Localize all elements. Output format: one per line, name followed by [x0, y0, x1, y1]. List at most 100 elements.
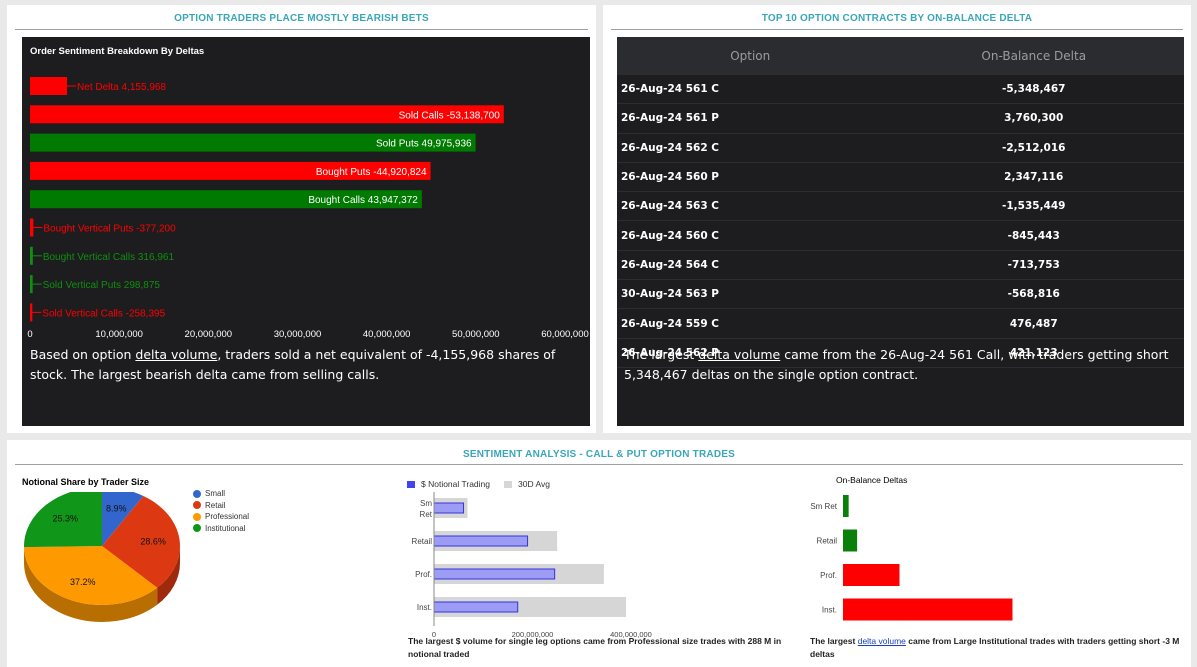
legend-item[interactable]: Professional — [193, 512, 249, 521]
bar-label: Bought Puts -44,920,824 — [316, 167, 427, 178]
option-cell: 26-Aug-24 564 C — [617, 250, 884, 281]
legend-item[interactable]: 30D Avg — [504, 479, 550, 489]
option-cell: 26-Aug-24 563 C — [617, 191, 884, 222]
notional-bar[interactable] — [433, 502, 465, 514]
notional-bar[interactable] — [433, 601, 519, 613]
delta-volume-link[interactable]: delta volume — [135, 347, 218, 362]
delta-volume-link[interactable]: delta volume — [857, 636, 906, 646]
category-label: Ret — [420, 510, 433, 519]
delta-bar[interactable] — [30, 303, 33, 322]
bar-label: Sold Puts 49,975,936 — [376, 139, 472, 150]
legend-swatch — [193, 501, 201, 510]
x-tick-label: 10,000,000 — [95, 329, 143, 340]
delta-bar[interactable] — [30, 161, 431, 180]
pie-slice-label: 28.6% — [140, 537, 166, 547]
bar-label: Sold Vertical Calls -258,395 — [42, 308, 165, 319]
pie-slice[interactable] — [102, 492, 144, 546]
legend-item[interactable]: $ Notional Trading — [407, 479, 490, 489]
summary-text: Based on option delta volume, traders so… — [30, 347, 556, 382]
category-label: Prof. — [415, 570, 432, 579]
table-row[interactable]: 26-Aug-24 562 P 421,123 — [617, 338, 1184, 368]
bar-label: Sold Calls -53,138,700 — [399, 110, 501, 121]
title-divider — [611, 29, 1183, 30]
table-row[interactable]: 26-Aug-24 560 C -845,443 — [617, 220, 1184, 251]
option-cell: 30-Aug-24 563 P — [617, 279, 884, 310]
delta-bar[interactable] — [843, 564, 900, 586]
legend-label: Retail — [205, 500, 226, 510]
notional-legend: $ Notional Trading 30D Avg — [407, 474, 564, 492]
delta-cell: 476,487 — [883, 308, 1184, 339]
pie-slice[interactable] — [24, 546, 158, 605]
legend-item[interactable]: Retail — [193, 501, 249, 510]
pie-slice-label: 37.2% — [70, 577, 96, 587]
delta-volume-link[interactable]: delta volume — [698, 347, 781, 362]
x-tick-label: 0 — [27, 329, 32, 340]
bar-label: Bought Vertical Calls 316,961 — [43, 252, 175, 263]
table-row[interactable]: 26-Aug-24 561 P 3,760,300 — [617, 103, 1184, 134]
table-row[interactable]: 26-Aug-24 559 C 476,487 — [617, 308, 1184, 339]
title-divider — [15, 29, 588, 30]
delta-cell: 2,347,116 — [883, 162, 1184, 193]
table-row[interactable]: 26-Aug-24 560 P 2,347,116 — [617, 162, 1184, 193]
table-row[interactable]: 30-Aug-24 563 P -568,816 — [617, 279, 1184, 310]
on-balance-delta-chart: Sm Ret Retail Prof. Inst. — [810, 495, 1013, 621]
category-label: Retail — [817, 537, 838, 546]
delta-cell: -5,348,467 — [883, 75, 1184, 105]
option-cell: 26-Aug-24 560 C — [617, 220, 884, 251]
option-cell: 26-Aug-24 561 C — [617, 75, 884, 105]
summary-text: The largest delta volume came from the 2… — [624, 347, 1169, 382]
delta-breakdown-panel: OPTION TRADERS PLACE MOSTLY BEARISH BETS… — [7, 5, 596, 433]
option-cell: 26-Aug-24 559 C — [617, 308, 884, 339]
chart-area: Order Sentiment Breakdown By Deltas Net … — [22, 37, 590, 426]
table-row[interactable]: 26-Aug-24 562 C -2,512,016 — [617, 133, 1184, 163]
category-label: Inst. — [822, 606, 837, 615]
delta-cell: -713,753 — [883, 250, 1184, 281]
delta-bar[interactable] — [30, 77, 68, 95]
pie-slice[interactable] — [102, 495, 180, 588]
x-tick-label: 50,000,000 — [452, 329, 500, 340]
delta-bar[interactable] — [843, 495, 849, 517]
pie-slice[interactable] — [24, 492, 102, 548]
category-label: Retail — [412, 537, 433, 546]
pie-slice-label: 25.3% — [52, 514, 78, 524]
x-tick-label: 20,000,000 — [185, 329, 233, 340]
delta-bar[interactable] — [30, 133, 476, 152]
legend-label: Institutional — [205, 523, 246, 533]
delta-bar[interactable] — [843, 529, 858, 552]
bar-label: Bought Vertical Puts -377,200 — [43, 224, 176, 235]
bar-label: Net Delta 4,155,968 — [77, 82, 166, 93]
delta-column-header[interactable]: On-Balance Delta — [883, 37, 1184, 75]
delta-chart-title: On-Balance Deltas — [836, 475, 908, 485]
delta-cell: -2,512,016 — [883, 133, 1184, 163]
legend-item[interactable]: Small — [193, 489, 249, 498]
panel-title: SENTIMENT ANALYSIS - CALL & PUT OPTION T… — [463, 449, 735, 460]
legend-item[interactable]: Institutional — [193, 524, 249, 533]
delta-bar[interactable] — [30, 275, 33, 294]
legend-label: 30D Avg — [518, 479, 550, 489]
option-column-header[interactable]: Option — [617, 37, 884, 75]
delta-bar[interactable] — [843, 598, 1013, 621]
delta-bar[interactable] — [30, 218, 34, 237]
notional-bar[interactable] — [433, 535, 529, 547]
delta-cell: 421,123 — [883, 338, 1184, 368]
table-row[interactable]: 26-Aug-24 563 C -1,535,449 — [617, 191, 1184, 222]
notional-bar-chart: Sm Ret Retail Prof. Inst. 0 200,000,000 400,000… — [412, 492, 652, 639]
delta-bar[interactable] — [30, 190, 422, 209]
table-row[interactable]: 26-Aug-24 564 C -713,753 — [617, 250, 1184, 281]
bar-label: Bought Calls 43,947,372 — [308, 195, 418, 206]
table-row[interactable]: 26-Aug-24 561 C -5,348,467 — [617, 75, 1184, 105]
delta-bar[interactable] — [30, 246, 33, 265]
delta-cell: -568,816 — [883, 279, 1184, 310]
table-area: Option On-Balance Delta 26-Aug-24 561 C-… — [617, 37, 1184, 426]
delta-bar[interactable] — [30, 105, 504, 124]
trader-size-pie-chart: 8.9% 28.6% 37.2% 25.3% — [24, 492, 180, 622]
sentiment-analysis-panel: SENTIMENT ANALYSIS - CALL & PUT OPTION T… — [7, 440, 1191, 667]
legend-swatch — [407, 481, 415, 489]
notional-bar[interactable] — [433, 568, 556, 580]
legend-swatch — [193, 512, 201, 521]
x-tick-label: 400,000,000 — [610, 630, 652, 639]
pie-slice-side — [157, 546, 180, 605]
panel-title: OPTION TRADERS PLACE MOSTLY BEARISH BETS — [174, 13, 429, 24]
title-divider — [15, 464, 1183, 465]
delta-cell: 3,760,300 — [883, 103, 1184, 134]
